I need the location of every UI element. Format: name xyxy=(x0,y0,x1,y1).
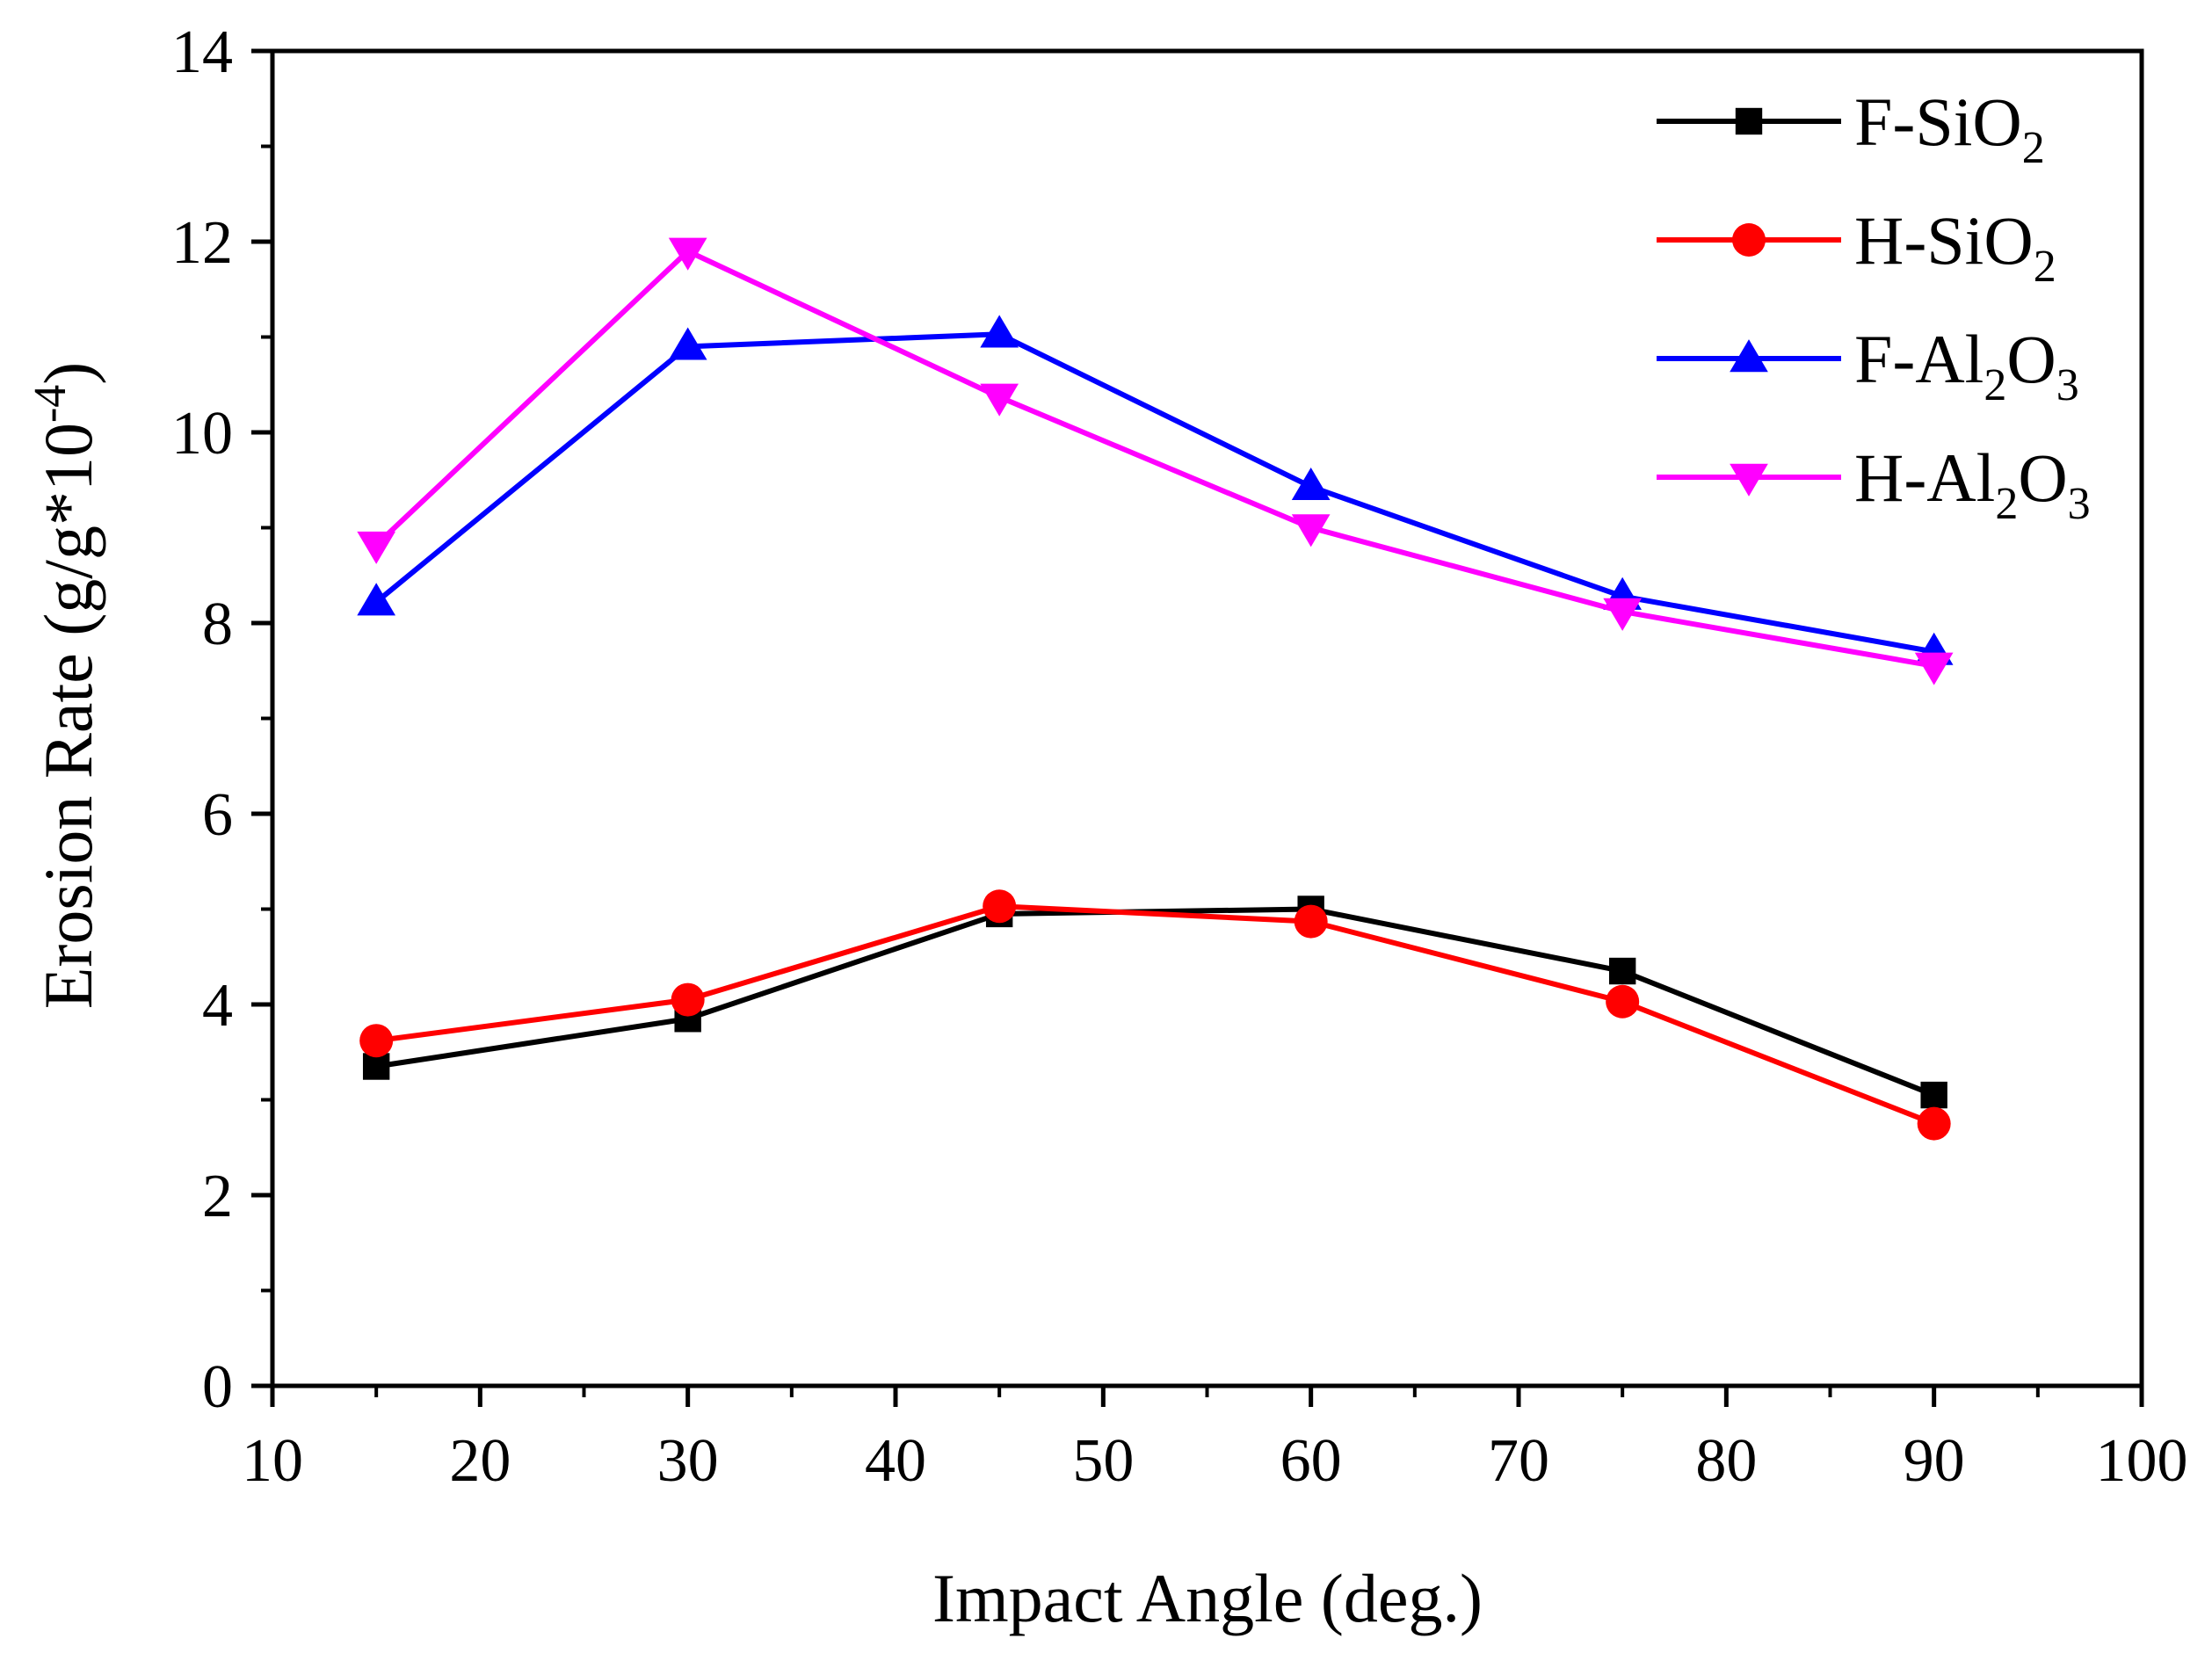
data-point-f-sio2 xyxy=(1608,957,1636,985)
legend-label-h-sio2: H-SiO2 xyxy=(1854,202,2056,292)
x-tick-label: 90 xyxy=(1904,1427,1965,1495)
data-point-h-sio2 xyxy=(983,889,1017,924)
legend-item-h-al2o3: H-Al2O3 xyxy=(1657,439,2091,529)
y-axis-title-main: Erosion Rate (g/g*10 xyxy=(30,423,106,1009)
series-f-al2o3 xyxy=(357,315,1954,665)
y-tick-label: 10 xyxy=(171,400,233,468)
y-tick-label: 12 xyxy=(171,209,233,277)
legend-label-f-sio2: F-SiO2 xyxy=(1854,83,2045,173)
x-tick-label: 100 xyxy=(2096,1427,2188,1495)
y-tick-label: 0 xyxy=(202,1353,233,1421)
legend-marker xyxy=(1735,107,1763,135)
y-tick-label: 14 xyxy=(171,18,233,86)
legend-item-f-al2o3: F-Al2O3 xyxy=(1657,321,2079,410)
data-point-h-al2o3 xyxy=(357,531,396,564)
x-axis: 10 20 30 40 50 60 70 80 90 100 xyxy=(242,1386,2188,1495)
data-point-h-sio2 xyxy=(359,1024,394,1058)
legend-marker xyxy=(1730,463,1768,497)
series-line-h-sio2 xyxy=(375,903,1935,1127)
y-axis-title-close: ) xyxy=(30,362,106,385)
data-point-h-al2o3 xyxy=(1914,652,1954,685)
y-tick-label: 2 xyxy=(202,1163,233,1230)
data-point-f-al2o3 xyxy=(668,327,707,360)
y-tick-label: 4 xyxy=(202,972,233,1040)
legend-label-h-al2o3: H-Al2O3 xyxy=(1854,439,2091,529)
data-point-f-sio2 xyxy=(362,1053,390,1080)
legend-item-f-sio2: F-SiO2 xyxy=(1657,83,2045,173)
data-point-h-al2o3 xyxy=(980,383,1019,417)
series-h-al2o3 xyxy=(357,237,1954,685)
legend-marker xyxy=(1732,223,1766,257)
data-point-h-sio2 xyxy=(671,982,705,1017)
legend: F-SiO2 H-SiO2 F-Al2O3 H-Al2O3 xyxy=(1657,83,2091,529)
data-point-f-sio2 xyxy=(1920,1081,1947,1109)
series-line-h-al2o3 xyxy=(374,248,1935,669)
data-point-f-al2o3 xyxy=(357,583,396,616)
y-tick-label: 8 xyxy=(202,591,233,658)
y-axis: 0 2 4 6 8 10 12 14 xyxy=(171,18,272,1421)
data-point-h-sio2 xyxy=(1294,904,1328,939)
y-axis-title-exponent: -4 xyxy=(25,385,76,423)
series-line-f-al2o3 xyxy=(374,331,1935,655)
x-tick-label: 70 xyxy=(1488,1427,1549,1495)
x-tick-label: 30 xyxy=(657,1427,719,1495)
x-tick-label: 50 xyxy=(1072,1427,1134,1495)
x-axis-title: Impact Angle (deg.) xyxy=(932,1560,1483,1636)
legend-item-h-sio2: H-SiO2 xyxy=(1657,202,2056,292)
x-tick-label: 60 xyxy=(1280,1427,1342,1495)
series-h-sio2 xyxy=(359,889,1951,1141)
x-tick-label: 80 xyxy=(1695,1427,1757,1495)
data-point-h-al2o3 xyxy=(668,237,707,271)
data-point-h-al2o3 xyxy=(1603,598,1643,631)
data-point-h-sio2 xyxy=(1606,984,1640,1019)
data-point-h-sio2 xyxy=(1917,1106,1951,1141)
legend-label-f-al2o3: F-Al2O3 xyxy=(1854,321,2079,410)
legend-marker xyxy=(1730,339,1768,373)
data-point-f-al2o3 xyxy=(1291,467,1331,501)
x-tick-label: 20 xyxy=(449,1427,511,1495)
x-tick-label: 40 xyxy=(865,1427,926,1495)
series-line-f-sio2 xyxy=(375,906,1935,1098)
x-tick-label: 10 xyxy=(242,1427,303,1495)
series-f-sio2 xyxy=(362,895,1947,1109)
y-tick-label: 6 xyxy=(202,781,233,849)
y-axis-title: Erosion Rate (g/g*10-4) xyxy=(25,362,106,1010)
data-point-h-al2o3 xyxy=(1291,514,1331,547)
series-layer xyxy=(357,237,1954,1141)
data-point-f-al2o3 xyxy=(980,315,1019,348)
